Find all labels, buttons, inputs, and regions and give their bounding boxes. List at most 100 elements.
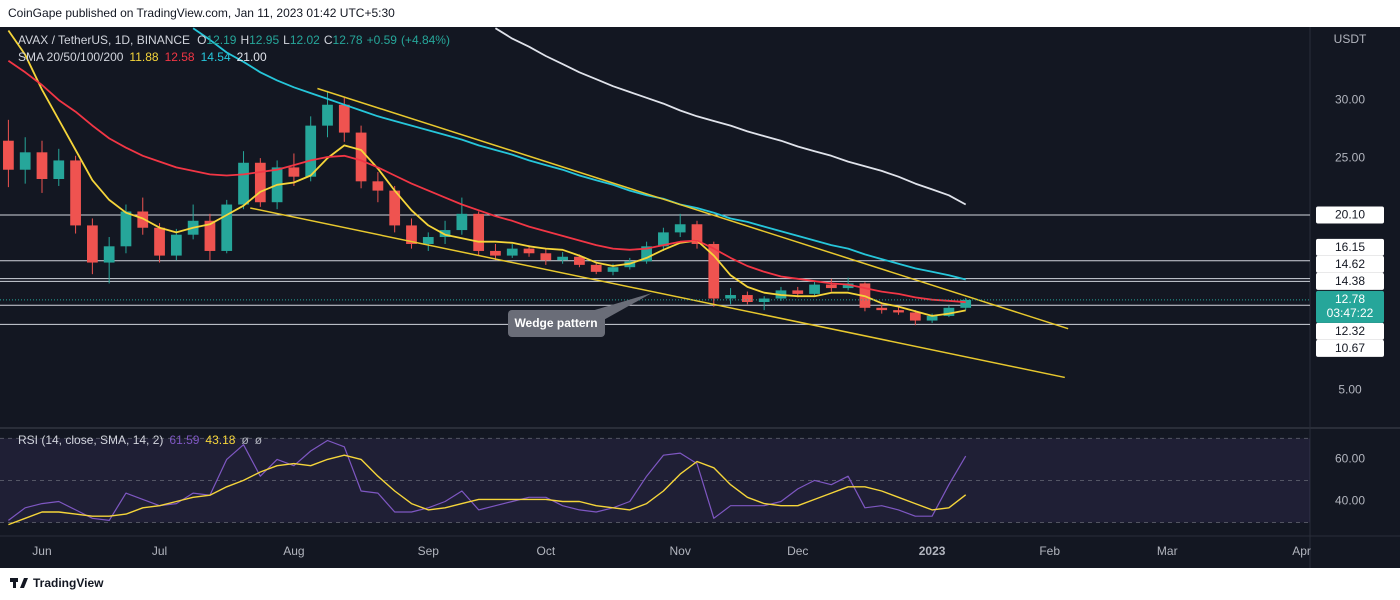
candle-body: [137, 211, 149, 228]
indicator-label: SMA 20/50/100/200: [18, 50, 124, 64]
candle-body: [725, 295, 736, 299]
legend-value: 12.95: [249, 33, 279, 47]
candle-body: [943, 307, 955, 316]
candle-body: [809, 284, 820, 294]
trendline: [250, 207, 1065, 379]
candle-body: [406, 225, 417, 244]
candle-body: [3, 140, 14, 170]
level-label-box: [1316, 255, 1384, 273]
price-pane: [0, 27, 1310, 379]
candle-body: [876, 307, 888, 311]
sma-value: 21.00: [237, 50, 267, 64]
legend-value: 12.78: [333, 33, 363, 47]
legend-key: O: [197, 33, 206, 47]
currency-label: USDT: [1334, 32, 1367, 46]
candle-body: [86, 225, 98, 263]
candle-body: [574, 256, 585, 265]
candle-body: [221, 204, 233, 251]
candle-body: [825, 284, 837, 289]
annotation-text: Wedge pattern: [514, 316, 597, 330]
x-tick-label: Apr: [1292, 544, 1311, 558]
rsi-title: RSI (14, close, SMA, 14, 2): [18, 433, 163, 447]
header-text: CoinGape published on TradingView.com, J…: [8, 6, 395, 20]
rsi-line: [8, 454, 967, 526]
countdown-label: 03:47:22: [1327, 306, 1374, 320]
candle-body: [926, 315, 938, 321]
level-label-box: [1316, 238, 1384, 256]
change: +0.59: [367, 33, 398, 47]
last-price-label: 12.78: [1335, 292, 1365, 306]
rsi-value: 43.18: [205, 433, 235, 447]
level-label-box: [1316, 339, 1384, 357]
candle-body: [691, 224, 703, 244]
candle-body: [523, 248, 535, 254]
x-tick-label: Dec: [787, 544, 808, 558]
candle-body: [389, 190, 401, 226]
y-tick-label: 5.00: [1338, 382, 1362, 396]
candle-body: [154, 227, 165, 256]
candle-body: [893, 310, 904, 313]
candle-body: [103, 246, 115, 263]
x-tick-label: Aug: [283, 544, 304, 558]
candle-body: [372, 181, 384, 191]
candle-body: [19, 152, 31, 170]
candle-body: [305, 125, 317, 177]
x-tick-label: Feb: [1039, 544, 1060, 558]
rsi-line: [8, 439, 967, 521]
x-tick-label: Jun: [32, 544, 51, 558]
candle-body: [741, 295, 753, 303]
level-label: 14.62: [1335, 257, 1365, 271]
candle-body: [960, 299, 972, 308]
y-tick-label: 60.00: [1335, 452, 1365, 466]
level-label-box: [1316, 272, 1384, 290]
sma-line: [192, 27, 966, 281]
last-price-badge: [1316, 290, 1384, 323]
rsi-pane: [0, 437, 1310, 526]
level-label: 16.15: [1335, 240, 1365, 254]
overlay: Wedge pattern 30.00 25.00 5.00 USDT 20.10 16.…: [18, 32, 1384, 558]
x-tick-label: Sep: [418, 544, 440, 558]
y-tick-label: 40.00: [1335, 494, 1365, 508]
candle-body: [557, 256, 569, 261]
x-tick-label: Jul: [152, 544, 167, 558]
candle-body: [338, 104, 350, 133]
level-label-box: [1316, 322, 1384, 340]
candle-body: [758, 298, 770, 303]
candle-body: [254, 162, 266, 203]
sma-line: [7, 59, 966, 304]
brand-text: TradingView: [33, 576, 104, 590]
candle-body: [674, 224, 686, 233]
candle-body: [909, 312, 921, 321]
level-label: 12.32: [1335, 324, 1365, 338]
rsi-value: 61.59: [169, 433, 199, 447]
y-tick-label: 25.00: [1335, 150, 1365, 164]
candle-body: [792, 290, 804, 294]
x-tick-label: 2023: [919, 544, 946, 558]
candle-body: [170, 234, 182, 256]
brand-logo: TradingView: [10, 576, 104, 590]
legend-key: L: [283, 33, 290, 47]
candle-body: [658, 232, 669, 247]
candle-body: [322, 104, 333, 126]
sma-line: [494, 27, 967, 206]
candle-body: [708, 243, 720, 299]
candle-body: [641, 246, 652, 262]
rsi-extra: ø: [255, 433, 263, 447]
sma-value: 14.54: [201, 50, 231, 64]
candle-body: [473, 213, 485, 251]
candle-body: [238, 162, 249, 205]
candle-body: [53, 160, 65, 180]
legend-key: C: [324, 33, 333, 47]
y-tick-label: 30.00: [1335, 92, 1365, 106]
level-label: 10.67: [1335, 341, 1365, 355]
candle-body: [120, 211, 132, 247]
sma-line: [7, 29, 966, 317]
level-label: 20.10: [1335, 208, 1365, 222]
candle-body: [355, 132, 367, 182]
x-tick-label: Mar: [1157, 544, 1178, 558]
candle-body: [607, 267, 619, 272]
x-tick-label: Oct: [536, 544, 555, 558]
annotation-box: [508, 310, 605, 337]
